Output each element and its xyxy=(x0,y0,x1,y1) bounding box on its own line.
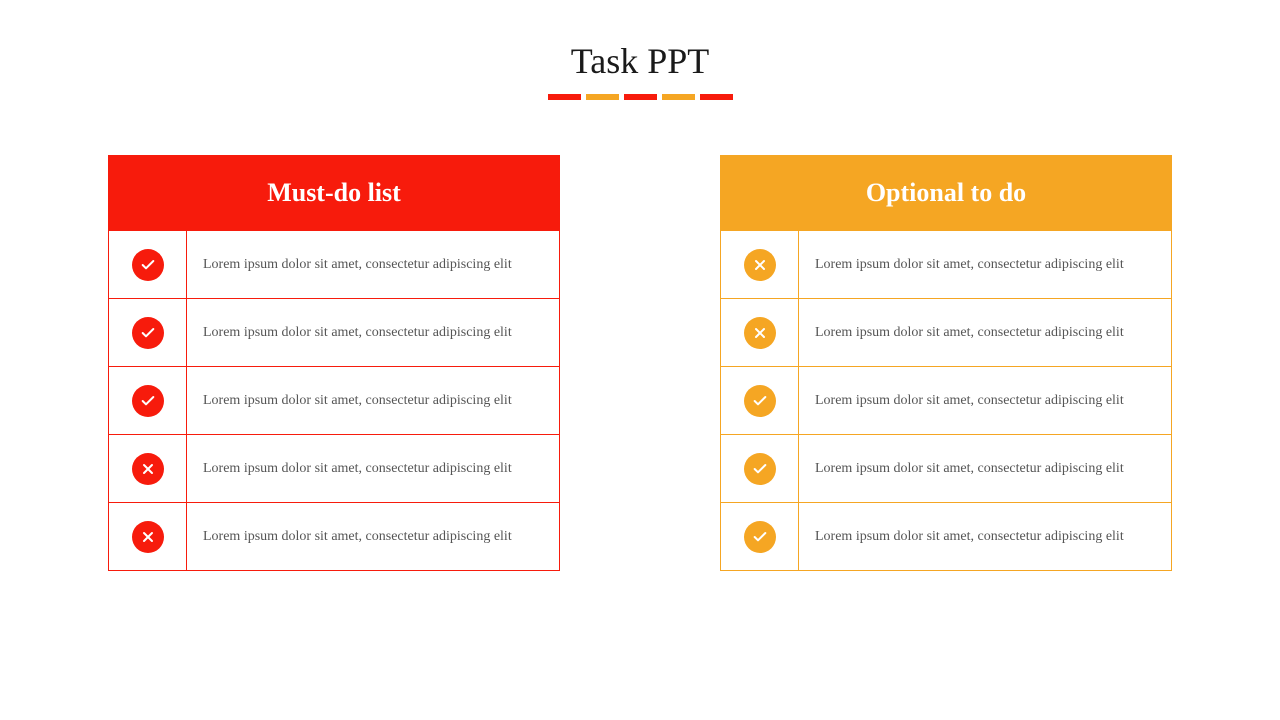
row-icon-cell xyxy=(721,299,799,366)
row-icon-cell xyxy=(721,503,799,570)
row-icon-cell xyxy=(109,231,187,298)
check-icon xyxy=(744,385,776,417)
row-text: Lorem ipsum dolor sit amet, consectetur … xyxy=(187,309,559,357)
list-row: Lorem ipsum dolor sit amet, consectetur … xyxy=(721,366,1171,434)
list-row: Lorem ipsum dolor sit amet, consectetur … xyxy=(109,230,559,298)
panel-header: Must-do list xyxy=(109,156,559,230)
panels-container: Must-do list Lorem ipsum dolor sit amet, … xyxy=(0,100,1280,571)
divider-segment xyxy=(662,94,695,100)
row-text: Lorem ipsum dolor sit amet, consectetur … xyxy=(187,377,559,425)
list-row: Lorem ipsum dolor sit amet, consectetur … xyxy=(109,298,559,366)
list-row: Lorem ipsum dolor sit amet, consectetur … xyxy=(109,366,559,434)
cross-icon xyxy=(132,453,164,485)
check-icon xyxy=(744,521,776,553)
list-row: Lorem ipsum dolor sit amet, consectetur … xyxy=(721,298,1171,366)
list-row: Lorem ipsum dolor sit amet, consectetur … xyxy=(109,434,559,502)
list-row: Lorem ipsum dolor sit amet, consectetur … xyxy=(721,502,1171,570)
row-icon-cell xyxy=(721,231,799,298)
cross-icon xyxy=(132,521,164,553)
row-icon-cell xyxy=(109,367,187,434)
check-icon xyxy=(132,249,164,281)
list-row: Lorem ipsum dolor sit amet, consectetur … xyxy=(721,230,1171,298)
row-text: Lorem ipsum dolor sit amet, consectetur … xyxy=(187,241,559,289)
panel-header: Optional to do xyxy=(721,156,1171,230)
row-text: Lorem ipsum dolor sit amet, consectetur … xyxy=(799,513,1171,561)
check-icon xyxy=(132,385,164,417)
check-icon xyxy=(132,317,164,349)
list-row: Lorem ipsum dolor sit amet, consectetur … xyxy=(109,502,559,570)
row-icon-cell xyxy=(109,299,187,366)
row-text: Lorem ipsum dolor sit amet, consectetur … xyxy=(187,513,559,561)
row-icon-cell xyxy=(721,367,799,434)
row-text: Lorem ipsum dolor sit amet, consectetur … xyxy=(799,377,1171,425)
slide-title: Task PPT xyxy=(0,0,1280,82)
row-text: Lorem ipsum dolor sit amet, consectetur … xyxy=(799,241,1171,289)
cross-icon xyxy=(744,317,776,349)
row-text: Lorem ipsum dolor sit amet, consectetur … xyxy=(799,309,1171,357)
divider-segment xyxy=(586,94,619,100)
row-text: Lorem ipsum dolor sit amet, consectetur … xyxy=(799,445,1171,493)
divider-segment xyxy=(624,94,657,100)
check-icon xyxy=(744,453,776,485)
optional-panel: Optional to do Lorem ipsum dolor sit amet… xyxy=(720,155,1172,571)
row-text: Lorem ipsum dolor sit amet, consectetur … xyxy=(187,445,559,493)
row-icon-cell xyxy=(721,435,799,502)
divider-segment xyxy=(700,94,733,100)
must-do-panel: Must-do list Lorem ipsum dolor sit amet, … xyxy=(108,155,560,571)
divider-segment xyxy=(548,94,581,100)
row-icon-cell xyxy=(109,435,187,502)
row-icon-cell xyxy=(109,503,187,570)
cross-icon xyxy=(744,249,776,281)
list-row: Lorem ipsum dolor sit amet, consectetur … xyxy=(721,434,1171,502)
